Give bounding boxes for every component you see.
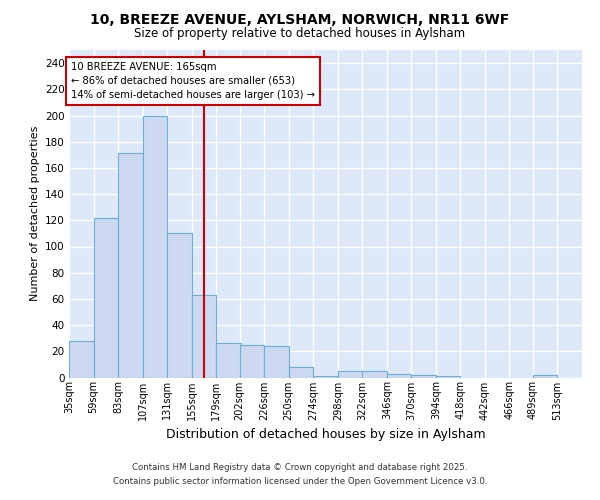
Text: Size of property relative to detached houses in Aylsham: Size of property relative to detached ho…: [134, 28, 466, 40]
Y-axis label: Number of detached properties: Number of detached properties: [29, 126, 40, 302]
Bar: [338, 371, 362, 378]
Bar: [533, 375, 557, 378]
Bar: [289, 367, 313, 378]
Bar: [412, 375, 436, 378]
X-axis label: Distribution of detached houses by size in Aylsham: Distribution of detached houses by size …: [166, 428, 485, 441]
Bar: [143, 116, 167, 378]
Bar: [436, 376, 460, 378]
Bar: [362, 371, 387, 378]
Bar: [387, 374, 412, 378]
Bar: [216, 344, 241, 378]
Bar: [239, 345, 264, 378]
Text: 10, BREEZE AVENUE, AYLSHAM, NORWICH, NR11 6WF: 10, BREEZE AVENUE, AYLSHAM, NORWICH, NR1…: [91, 12, 509, 26]
Bar: [313, 376, 338, 378]
Bar: [69, 341, 94, 378]
Bar: [94, 218, 118, 378]
Bar: [167, 234, 191, 378]
Text: Contains public sector information licensed under the Open Government Licence v3: Contains public sector information licen…: [113, 477, 487, 486]
Text: Contains HM Land Registry data © Crown copyright and database right 2025.: Contains HM Land Registry data © Crown c…: [132, 464, 468, 472]
Bar: [191, 295, 216, 378]
Text: 10 BREEZE AVENUE: 165sqm
← 86% of detached houses are smaller (653)
14% of semi-: 10 BREEZE AVENUE: 165sqm ← 86% of detach…: [71, 62, 315, 100]
Bar: [118, 154, 143, 378]
Bar: [264, 346, 289, 378]
